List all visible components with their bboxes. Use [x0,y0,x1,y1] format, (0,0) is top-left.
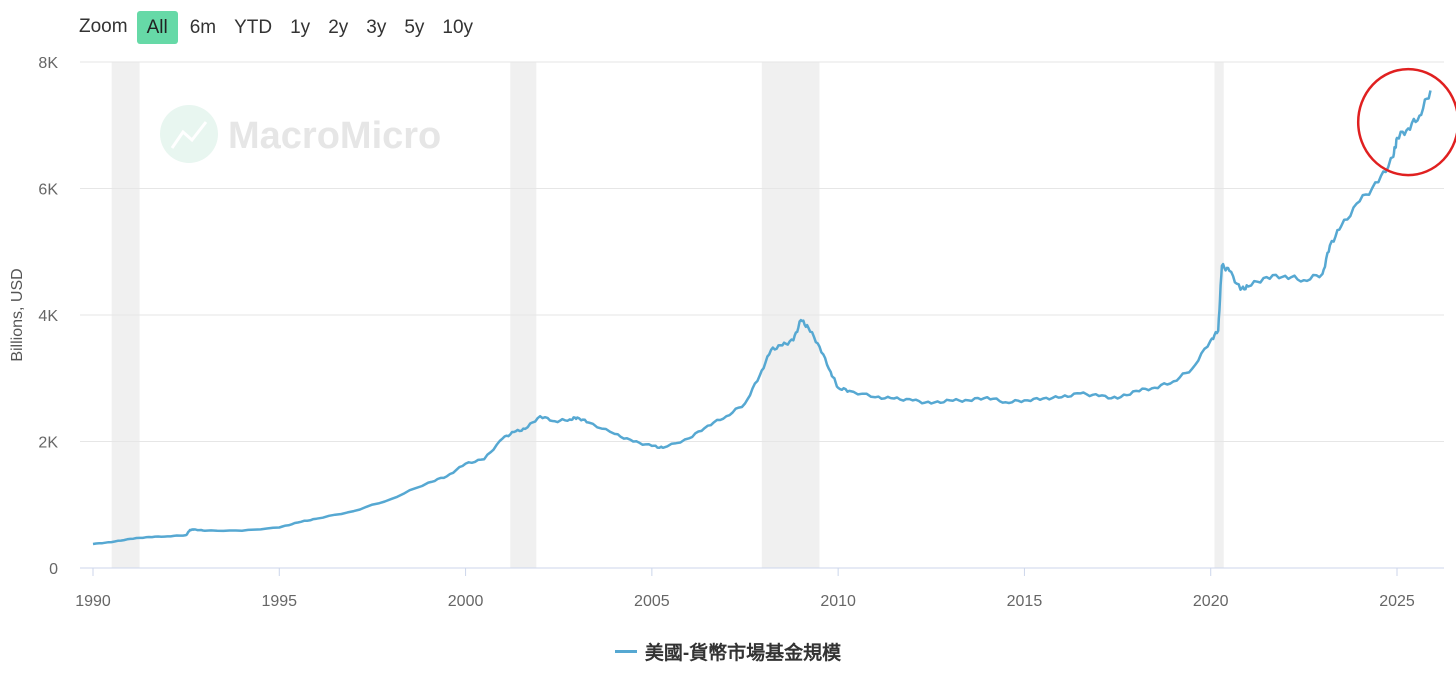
watermark-logo-icon [160,105,218,163]
legend-line-icon [614,650,637,653]
y-axis-ticks: 0 2K 4K 6K 8K [38,55,58,578]
y-tick-label-8K: 8K [38,55,58,72]
x-tick-label-2015: 2015 [1007,593,1043,610]
series-line-mmf-size [92,90,1432,546]
chart-plot-area: MacroMicro 0 2K 4K 6K 8K 1990 1995 2000 2005 201… [9,55,1456,610]
x-tick-label-2020: 2020 [1193,593,1229,610]
zoom-1y-button[interactable]: 1y [290,16,311,38]
y-tick-label-0: 0 [49,561,58,578]
y-tick-label-4K: 4K [38,308,58,325]
zoom-2y-button[interactable]: 2y [328,16,349,38]
y-tick-label-6K: 6K [38,182,58,199]
zoom-5y-button[interactable]: 5y [404,16,425,38]
zoom-label: Zoom [79,16,128,37]
legend-series-label: 美國-貨幣市場基金規模 [644,643,842,664]
x-axis-ticks: 1990 1995 2000 2005 2010 2015 2020 2025 [75,568,1415,610]
grid-lines [80,61,1444,442]
x-tick-label-1990: 1990 [75,593,111,610]
zoom-all-button[interactable]: All [136,10,178,44]
watermark-logo-line [170,121,208,149]
y-axis-label: Billions, USD [9,268,26,361]
x-tick-label-1995: 1995 [261,593,297,610]
zoom-10y-button[interactable]: 10y [442,16,474,38]
legend[interactable]: 美國-貨幣市場基金規模 [0,638,1456,665]
highlight-circle [1356,67,1456,177]
y-tick-label-2K: 2K [38,435,58,452]
watermark: MacroMicro [160,105,441,163]
zoom-ytd-button[interactable]: YTD [234,16,273,38]
zoom-bar: Zoom All 6m YTD 1y 2y 3y 5y 10y [0,10,485,44]
x-tick-label-2025: 2025 [1379,593,1415,610]
watermark-text: MacroMicro [228,115,441,157]
x-tick-label-2000: 2000 [448,593,484,610]
zoom-6m-button[interactable]: 6m [189,16,217,38]
x-tick-label-2010: 2010 [820,593,856,610]
x-tick-label-2005: 2005 [634,593,670,610]
zoom-3y-button[interactable]: 3y [366,16,387,38]
